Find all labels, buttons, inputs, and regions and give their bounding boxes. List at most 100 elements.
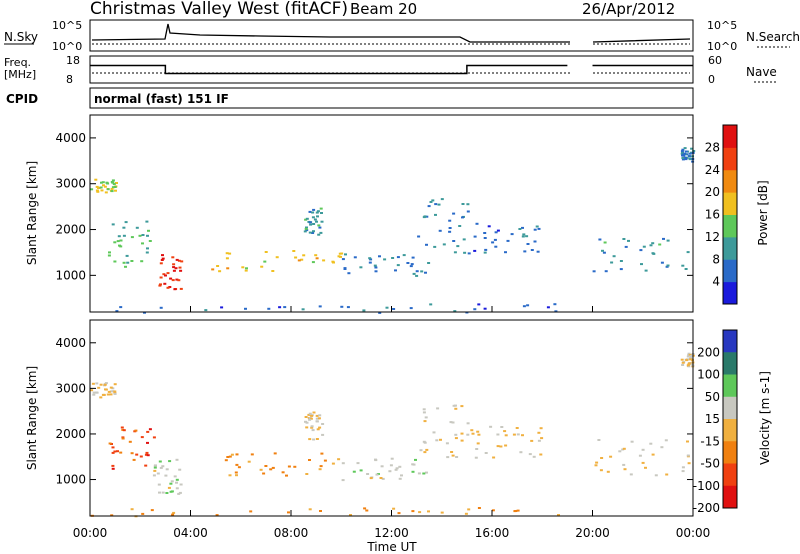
echo-cell	[138, 234, 142, 237]
echo-cell	[178, 491, 182, 494]
echo-cell	[168, 460, 172, 463]
echo-cell	[684, 268, 688, 270]
echo-cell	[606, 470, 610, 473]
echo-cell	[690, 359, 694, 362]
echo-cell	[494, 231, 498, 234]
echo-cell	[264, 465, 268, 467]
echo-cell	[595, 461, 599, 464]
echo-cell	[460, 432, 464, 435]
echo-cell	[179, 287, 183, 290]
echo-cell	[146, 234, 149, 237]
echo-cell	[177, 279, 181, 282]
echo-cell	[622, 238, 626, 240]
colorbar-swatch	[723, 330, 737, 353]
echo-cell	[319, 510, 322, 512]
echo-cell	[178, 266, 182, 269]
echo-cell	[106, 188, 110, 191]
power-panel: 1000 2000 3000 4000 Slant Range [km] 4 8 12 16…	[25, 114, 770, 314]
echo-cell	[100, 189, 104, 192]
echo-cell	[684, 150, 688, 153]
echo-cell	[687, 362, 691, 365]
echo-cell	[539, 427, 543, 430]
colorbar-swatch	[723, 259, 737, 283]
nsearch-tick-bottom: 10^0	[707, 40, 737, 53]
echo-cell	[600, 457, 604, 459]
echo-cell	[103, 383, 107, 386]
echo-cell	[493, 238, 497, 241]
echo-cell	[321, 433, 325, 436]
colorbar-frame	[722, 124, 738, 305]
echo-cell	[160, 259, 164, 261]
echo-cell	[662, 237, 665, 240]
echo-cell	[113, 450, 117, 453]
velocity-panel: 1000 2000 3000 4000 Slant Range [km] 200 100…	[25, 319, 772, 518]
echo-cell	[686, 440, 689, 443]
echo-cell	[456, 245, 460, 248]
nave-tick-bottom: 0	[708, 73, 715, 86]
echo-cell	[320, 220, 324, 223]
colorbar-swatch	[723, 169, 737, 193]
echo-cell	[466, 422, 470, 425]
echo-cell	[434, 203, 438, 206]
echo-cell	[171, 279, 175, 282]
colorbar-swatch	[723, 485, 737, 509]
echo-cell	[304, 416, 308, 418]
colorbar-frame	[722, 329, 738, 509]
echo-cell	[603, 241, 607, 244]
colorbar-tick-label: 12	[705, 230, 720, 244]
echo-cell	[476, 442, 480, 445]
colorbar-swatch	[723, 352, 737, 375]
echo-cell	[473, 308, 477, 311]
echo-cell	[140, 436, 144, 439]
echo-cell	[454, 433, 458, 436]
echo-cell	[130, 260, 134, 262]
echo-cell	[111, 446, 115, 449]
echo-cell	[471, 432, 475, 435]
echo-cell	[159, 276, 163, 279]
echo-cell	[483, 232, 487, 234]
echo-cell	[331, 462, 335, 465]
echo-cell	[453, 310, 457, 313]
echo-cell	[599, 469, 603, 472]
x-tick-label: 12:00	[374, 526, 409, 540]
nsearch-tick-top: 10^5	[707, 19, 737, 32]
colorbar-tick-label: -200	[693, 501, 720, 515]
echo-cell	[491, 509, 495, 512]
echo-cell	[514, 510, 518, 512]
echo-cell	[168, 286, 172, 288]
echo-cell	[353, 256, 357, 259]
echo-cell	[305, 426, 309, 429]
colorbar-swatch	[723, 125, 737, 148]
echo-cell	[124, 265, 127, 268]
echo-cell	[113, 392, 117, 395]
echo-cell	[161, 254, 164, 257]
echo-cell	[660, 446, 664, 449]
x-tick-label: 00:00	[73, 526, 108, 540]
echo-cell	[641, 448, 645, 451]
echo-cell	[122, 234, 126, 237]
echo-cell	[349, 514, 352, 516]
nsky-trace	[91, 23, 691, 43]
echo-cell	[113, 241, 117, 244]
time-axis: 00:00 04:00 08:00 12:00 16:00 20:00 00:00	[73, 306, 710, 540]
echo-cell	[665, 473, 669, 476]
echo-cell	[114, 189, 117, 192]
echo-cell	[651, 252, 655, 255]
nsky-label: N.Sky	[4, 30, 38, 44]
echo-cell	[510, 233, 514, 236]
echo-cell	[111, 390, 115, 393]
echo-cell	[415, 270, 419, 273]
echo-cell	[157, 483, 161, 486]
echo-cell	[526, 304, 530, 307]
echo-cell	[474, 456, 478, 459]
echo-cell	[343, 268, 347, 270]
echo-cell	[412, 272, 416, 275]
echo-cell	[312, 223, 316, 225]
echo-cell	[175, 258, 179, 261]
echo-cell	[235, 453, 239, 456]
echo-cell	[689, 355, 693, 357]
echo-cell	[271, 270, 275, 272]
echo-cell	[504, 434, 508, 437]
echo-cell	[172, 511, 176, 514]
echo-cell	[169, 482, 173, 485]
